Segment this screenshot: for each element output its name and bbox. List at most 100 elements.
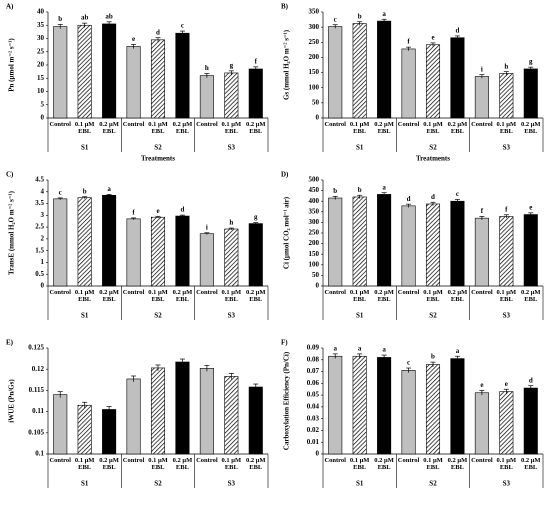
significance-letter: d [180, 206, 184, 214]
x-tick-label: 0.1 μM EBL [74, 289, 95, 303]
panel-label: A) [6, 3, 14, 11]
significance-letter: e [132, 35, 135, 43]
x-tick-label: 0.2 μM EBL [99, 289, 119, 303]
bar [175, 32, 190, 119]
y-tick-label: 0.04 [307, 402, 320, 410]
group-label: S2 [154, 144, 162, 152]
significance-letter: a [382, 183, 386, 191]
bar [224, 376, 239, 455]
x-tick-label-box: 0.1 μM EBL [148, 457, 168, 471]
significance-letter: b [58, 15, 62, 23]
x-axis-label: Treatments [416, 155, 450, 163]
bar [401, 205, 416, 287]
x-tick-label-box: Control [49, 121, 71, 128]
x-tick-label: Control [471, 289, 493, 296]
x-tick-label: 0.2 μM EBL [447, 289, 468, 303]
significance-letter: a [382, 346, 386, 354]
x-tick-label-box: 0.1 μM EBL [496, 457, 517, 471]
significance-letter: g [254, 213, 258, 221]
bar [150, 367, 166, 455]
x-tick-label-box: Control [123, 457, 145, 464]
group-label: S3 [228, 144, 236, 152]
significance-letter: e [529, 203, 532, 211]
x-tick-label: 0.1 μM EBL [74, 457, 95, 471]
y-tick-label: 0.06 [307, 379, 320, 387]
bar [328, 197, 343, 287]
x-tick-label-box: 0.1 μM EBL [75, 121, 95, 135]
bar [53, 394, 68, 455]
bar [450, 200, 465, 287]
group-label: S2 [429, 312, 437, 320]
bar [77, 404, 92, 455]
panel-label: D) [281, 171, 289, 179]
x-tick-label-box: 0.2 μM EBL [245, 457, 266, 471]
x-tick-label: 0.1 μM EBL [349, 457, 370, 471]
significance-letter: f [505, 205, 508, 213]
significance-letter: e [431, 34, 434, 42]
group-label: S1 [356, 480, 364, 488]
x-tick-label-box: 0.1 μM EBL [350, 289, 370, 303]
y-tick-label: 25 [37, 47, 45, 55]
x-tick-label-box: 0.2 μM EBL [99, 121, 119, 135]
significance-letter: e [156, 207, 159, 215]
significance-letter: e [505, 380, 508, 388]
bar [199, 368, 214, 455]
x-tick-label: 0.1 μM EBL [496, 457, 517, 471]
bar [224, 228, 239, 287]
x-tick-label-box: Control [123, 121, 145, 128]
group-label: S3 [503, 480, 511, 488]
bar [248, 223, 263, 287]
y-tick-label: 400 [309, 197, 320, 205]
significance-letter: d [431, 193, 435, 201]
y-tick-label: 250 [309, 38, 320, 46]
bar [224, 72, 239, 119]
bar [474, 76, 489, 119]
x-tick-label: Control [397, 289, 420, 296]
x-tick-label: 0.2 μM EBL [245, 457, 266, 471]
y-tick-label: 0.03 [307, 414, 320, 422]
y-tick-label: 2 [41, 234, 45, 242]
bar [474, 392, 489, 455]
y-tick-label: 0.09 [307, 344, 320, 352]
significance-letter: c [59, 189, 62, 197]
y-tick-label: 50 [312, 271, 320, 279]
x-tick-label: 0.1 μM EBL [423, 289, 443, 303]
bar [523, 68, 538, 119]
significance-letter: c [181, 22, 184, 30]
y-tick-label: 250 [309, 229, 320, 237]
y-axis-label: iWUE (Pn/Gs) [8, 379, 16, 423]
x-tick-label-box: 0.2 μM EBL [374, 121, 394, 135]
y-tick-label: 0 [41, 114, 45, 122]
group-label: S1 [81, 144, 89, 152]
y-tick-label: 150 [309, 250, 320, 258]
x-tick-label-box: Control [398, 121, 420, 128]
significance-letter: b [358, 186, 362, 194]
x-tick-label: 0.2 μM EBL [172, 121, 193, 135]
significance-letter: c [407, 359, 410, 367]
x-tick-label-box: 0.2 μM EBL [374, 457, 394, 471]
bar [377, 357, 392, 455]
x-tick-label: 0.1 μM EBL [423, 457, 443, 471]
bar [150, 216, 166, 287]
x-tick-label: 0.2 μM EBL [374, 121, 394, 135]
x-tick-label-box: 0.2 μM EBL [99, 457, 119, 471]
group-label: S3 [503, 144, 511, 152]
x-tick-label: 0.1 μM EBL [349, 121, 370, 135]
x-tick-label-box: 0.2 μM EBL [448, 121, 468, 135]
y-tick-label: 0.12 [32, 365, 45, 373]
y-tick-label: 30 [37, 34, 45, 42]
significance-letter: ab [105, 12, 113, 20]
x-tick-label: 0.2 μM EBL [172, 457, 193, 471]
x-tick-label-box: Control [471, 289, 493, 296]
bar [328, 355, 343, 455]
group-label: S3 [228, 480, 236, 488]
significance-letter: f [407, 38, 410, 46]
x-tick-label-box: 0.1 μM EBL [349, 121, 370, 135]
significance-letter: b [333, 187, 337, 195]
y-tick-label: 5 [41, 100, 45, 108]
x-tick-label: 0.1 μM EBL [496, 121, 517, 135]
x-tick-label-box: Control [196, 121, 218, 128]
x-tick-label-box: 0.1 μM EBL [423, 457, 443, 471]
x-tick-label: 0.2 μM EBL [374, 289, 394, 303]
x-tick-label-box: 0.2 μM EBL [447, 289, 468, 303]
